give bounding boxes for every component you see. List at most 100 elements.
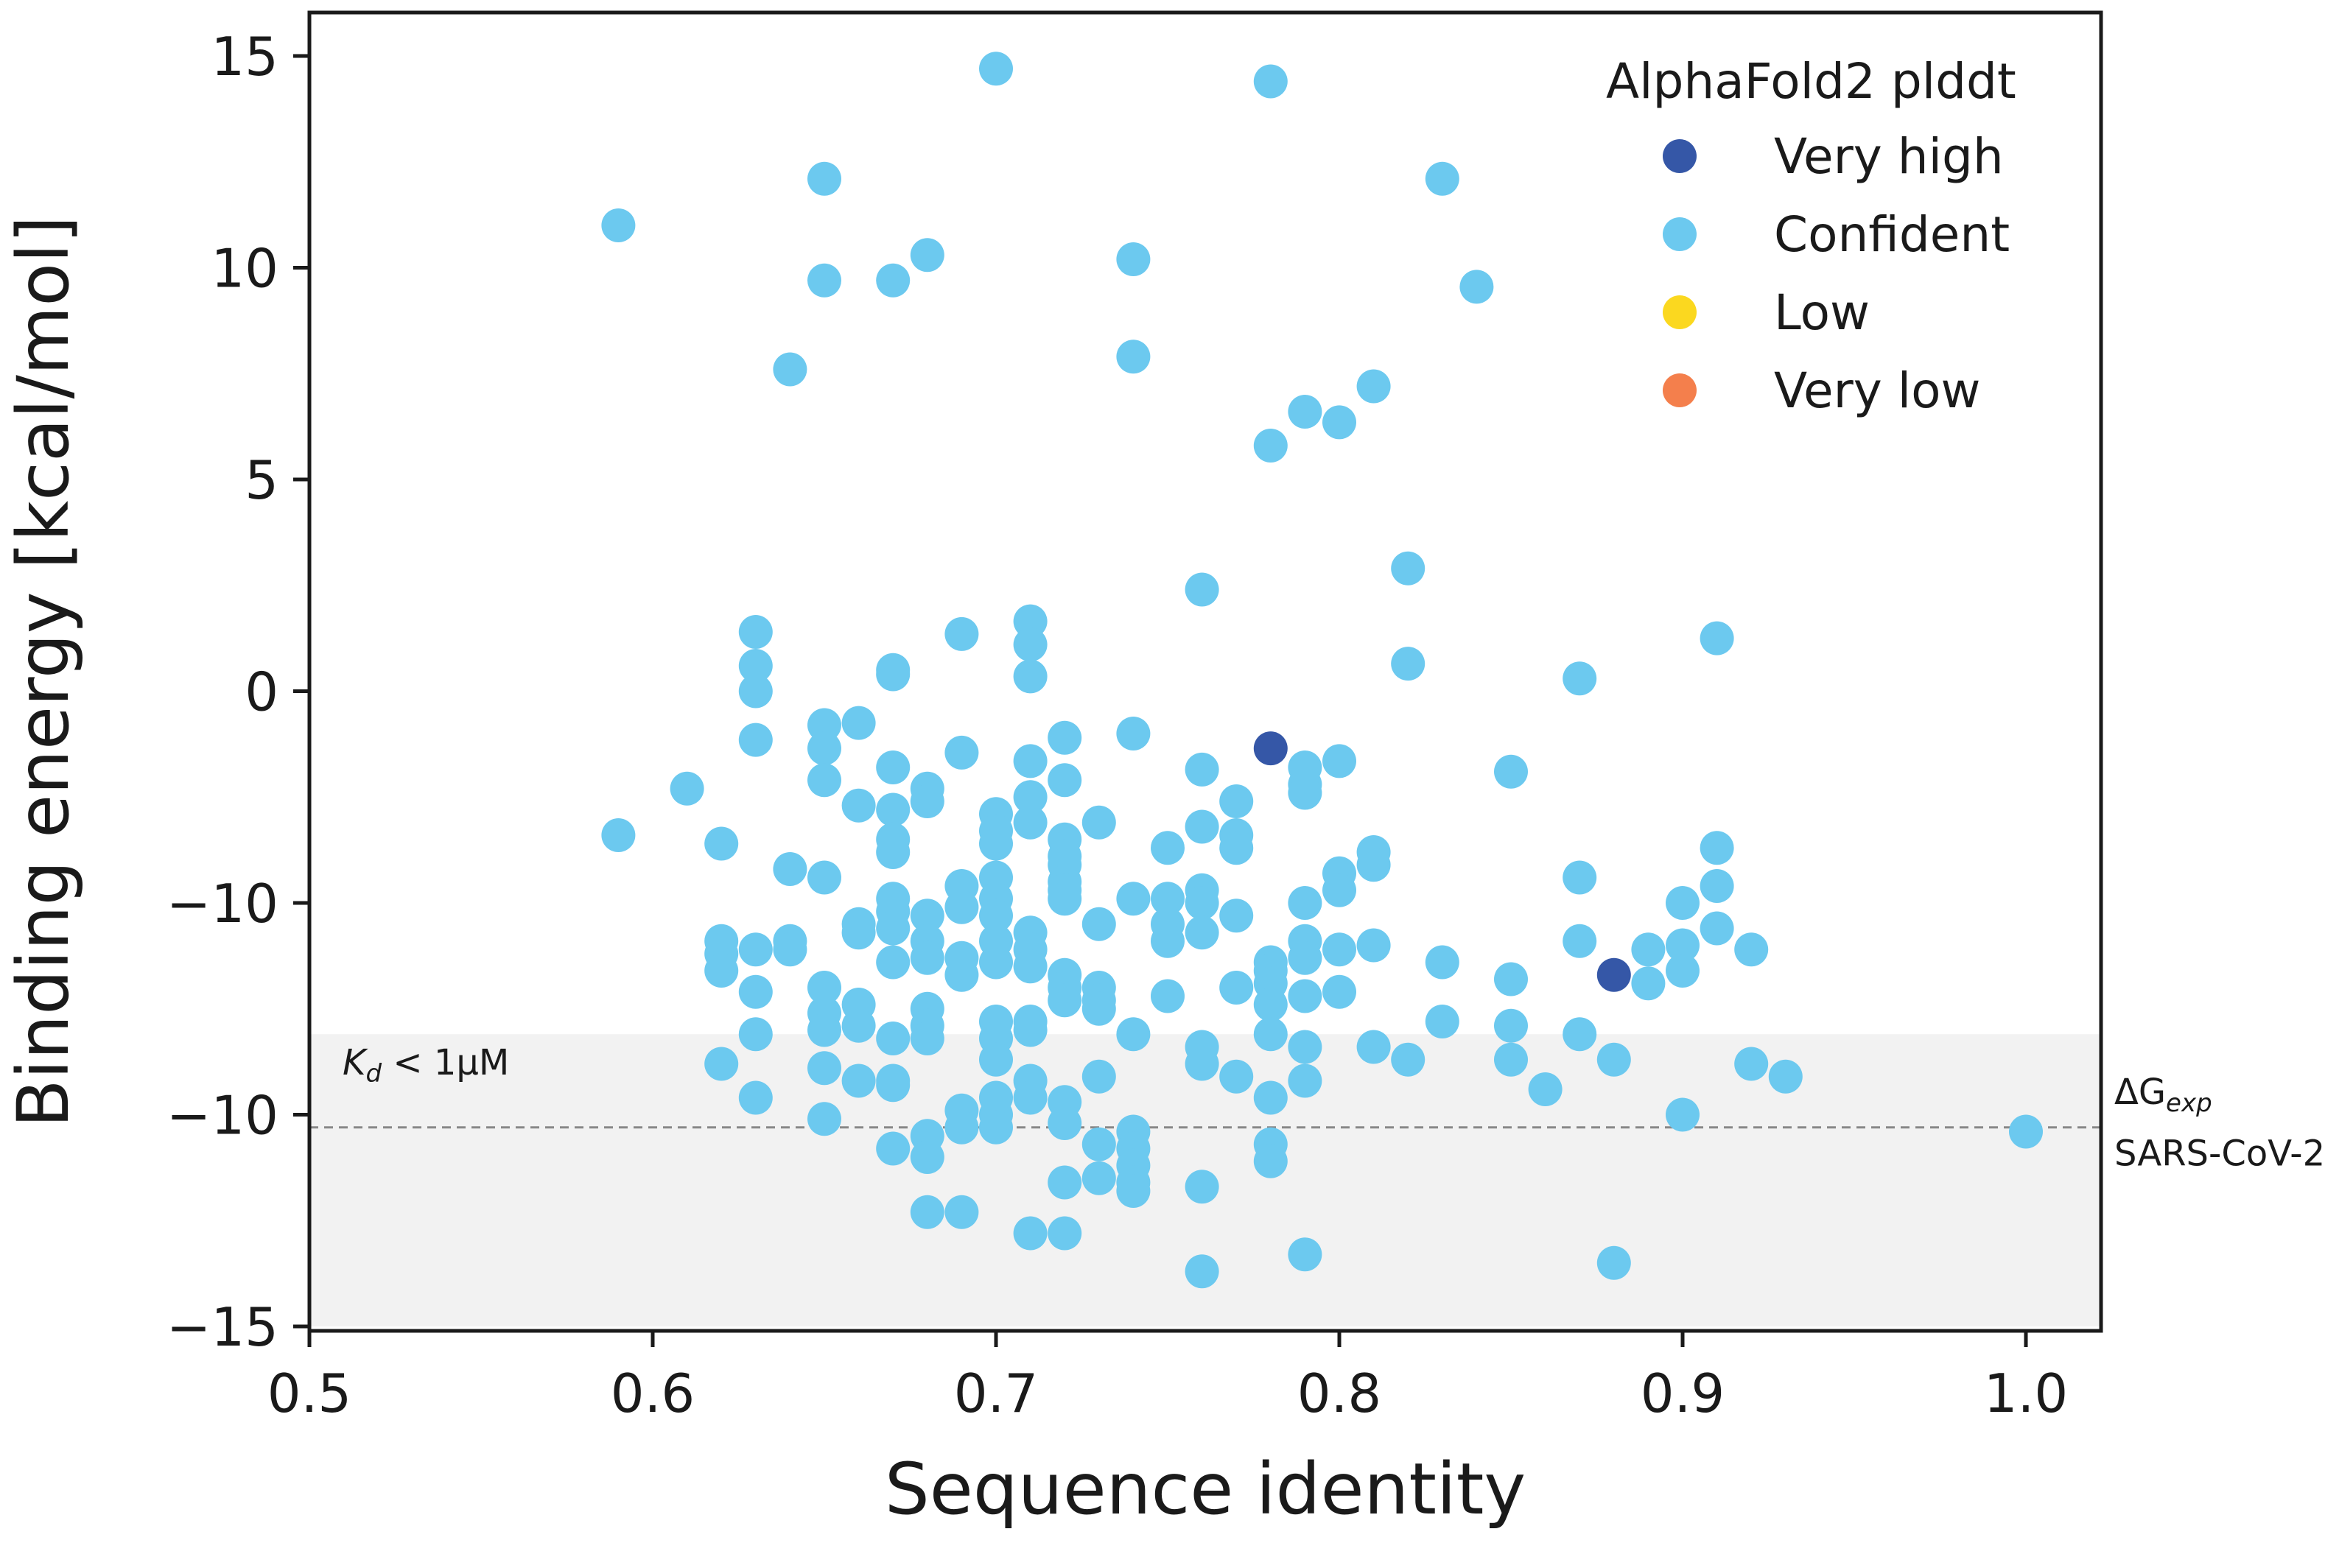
data-point-confident — [876, 1068, 911, 1103]
data-point-confident — [1116, 882, 1151, 916]
plot-frame — [307, 10, 2103, 1333]
data-point-confident — [1013, 744, 1048, 778]
data-point-confident — [1425, 945, 1459, 980]
y-tick-label: 15 — [211, 26, 278, 88]
kd-threshold-label: Kd < 1μM — [343, 1042, 509, 1089]
legend: AlphaFold2 plddt Very high Confident Low Ve… — [1606, 53, 2016, 419]
data-point-confident — [601, 208, 636, 242]
data-point-confident — [1253, 988, 1288, 1022]
data-point-confident — [876, 911, 911, 946]
legend-label: Very high — [1774, 128, 2004, 185]
sars-cov-2-label: SARS-CoV-2 — [2114, 1133, 2325, 1175]
data-point-confident — [807, 763, 841, 798]
data-point-confident — [1081, 991, 1116, 1026]
data-point-confident — [704, 826, 739, 861]
legend-title: AlphaFold2 plddt — [1606, 53, 2016, 110]
data-point-confident — [1391, 1042, 1426, 1077]
data-point-confident — [1219, 1059, 1254, 1094]
data-point-confident — [1356, 928, 1391, 963]
legend-marker-very-low — [1663, 373, 1697, 407]
data-point-confident — [1322, 932, 1356, 967]
data-point-confident — [1563, 860, 1597, 895]
data-point-confident — [738, 1080, 773, 1115]
data-point-confident — [876, 263, 911, 298]
data-point-confident — [841, 1064, 876, 1098]
y-tick-label: 0 — [245, 661, 278, 723]
data-point-confident — [738, 674, 773, 709]
data-point-confident — [1013, 1216, 1048, 1251]
data-point-confident — [944, 616, 979, 651]
data-point-confident — [876, 835, 911, 869]
data-point-confident — [738, 649, 773, 683]
data-point-confident — [1734, 932, 1769, 967]
data-point-confident — [1288, 1064, 1322, 1098]
data-point-confident — [1185, 1254, 1219, 1289]
data-point-confident — [738, 615, 773, 649]
data-point-confident — [1288, 941, 1322, 975]
data-point-confident — [944, 890, 979, 924]
data-point-confident — [841, 915, 876, 950]
data-point-very-high — [1596, 957, 1631, 992]
legend-marker-confident — [1663, 217, 1697, 251]
data-point-confident — [1219, 784, 1254, 818]
data-point-confident — [1048, 1106, 1082, 1140]
data-point-confident — [1494, 1042, 1528, 1077]
data-point-confident — [944, 957, 979, 992]
data-point-confident — [807, 1051, 841, 1086]
data-point-confident — [1151, 882, 1185, 916]
data-point-confident — [1151, 924, 1185, 958]
x-tick-label: 0.6 — [611, 1363, 695, 1424]
data-point-confident — [738, 932, 773, 967]
data-point-confident — [1116, 1174, 1151, 1208]
data-point-confident — [1391, 647, 1426, 681]
x-axis-label: Sequence identity — [885, 1448, 1526, 1530]
data-point-confident — [910, 784, 944, 818]
data-point-confident — [1391, 551, 1426, 586]
data-point-confident — [1013, 780, 1048, 815]
data-point-confident — [1666, 954, 1700, 988]
data-point-confident — [1219, 971, 1254, 1005]
data-point-confident — [1288, 395, 1322, 429]
x-tick-label: 1.0 — [1984, 1363, 2069, 1424]
data-point-confident — [738, 723, 773, 757]
data-point-confident — [1013, 604, 1048, 639]
data-point-confident — [773, 852, 807, 886]
data-point-confident — [1494, 754, 1528, 789]
data-point-confident — [807, 1013, 841, 1047]
data-point-confident — [1288, 1237, 1322, 1272]
data-point-confident — [1768, 1059, 1803, 1094]
data-point-confident — [1013, 659, 1048, 694]
data-point-very-high — [1253, 731, 1288, 766]
data-point-confident — [1494, 1008, 1528, 1043]
data-point-confident — [1666, 1097, 1700, 1132]
data-point-confident — [1048, 983, 1082, 1018]
data-point-confident — [1048, 882, 1082, 916]
data-point-confident — [1596, 1042, 1631, 1077]
data-point-confident — [1322, 974, 1356, 1009]
y-tick-label: −10 — [166, 1085, 278, 1147]
data-point-confident — [1185, 752, 1219, 787]
data-point-confident — [1219, 831, 1254, 865]
data-point-confident — [841, 788, 876, 823]
data-point-confident — [1048, 720, 1082, 755]
data-point-confident — [704, 1047, 739, 1081]
data-point-confident — [1013, 1080, 1048, 1115]
data-point-confident — [841, 706, 876, 740]
data-point-confident — [1185, 572, 1219, 607]
data-point-confident — [1185, 1170, 1219, 1204]
data-point-confident — [1185, 1047, 1219, 1081]
data-point-confident — [979, 52, 1013, 86]
data-point-confident — [1116, 242, 1151, 276]
data-point-confident — [876, 750, 911, 784]
data-point-confident — [979, 826, 1013, 861]
data-points — [601, 52, 2043, 1289]
data-point-confident — [1322, 744, 1356, 778]
data-point-confident — [1700, 831, 1734, 865]
data-point-confident — [979, 899, 1013, 933]
delta-g-label: ΔGexp — [2114, 1072, 2212, 1118]
data-point-confident — [910, 1140, 944, 1174]
data-point-confident — [1563, 661, 1597, 696]
data-point-confident — [1253, 429, 1288, 463]
data-point-confident — [1322, 405, 1356, 440]
